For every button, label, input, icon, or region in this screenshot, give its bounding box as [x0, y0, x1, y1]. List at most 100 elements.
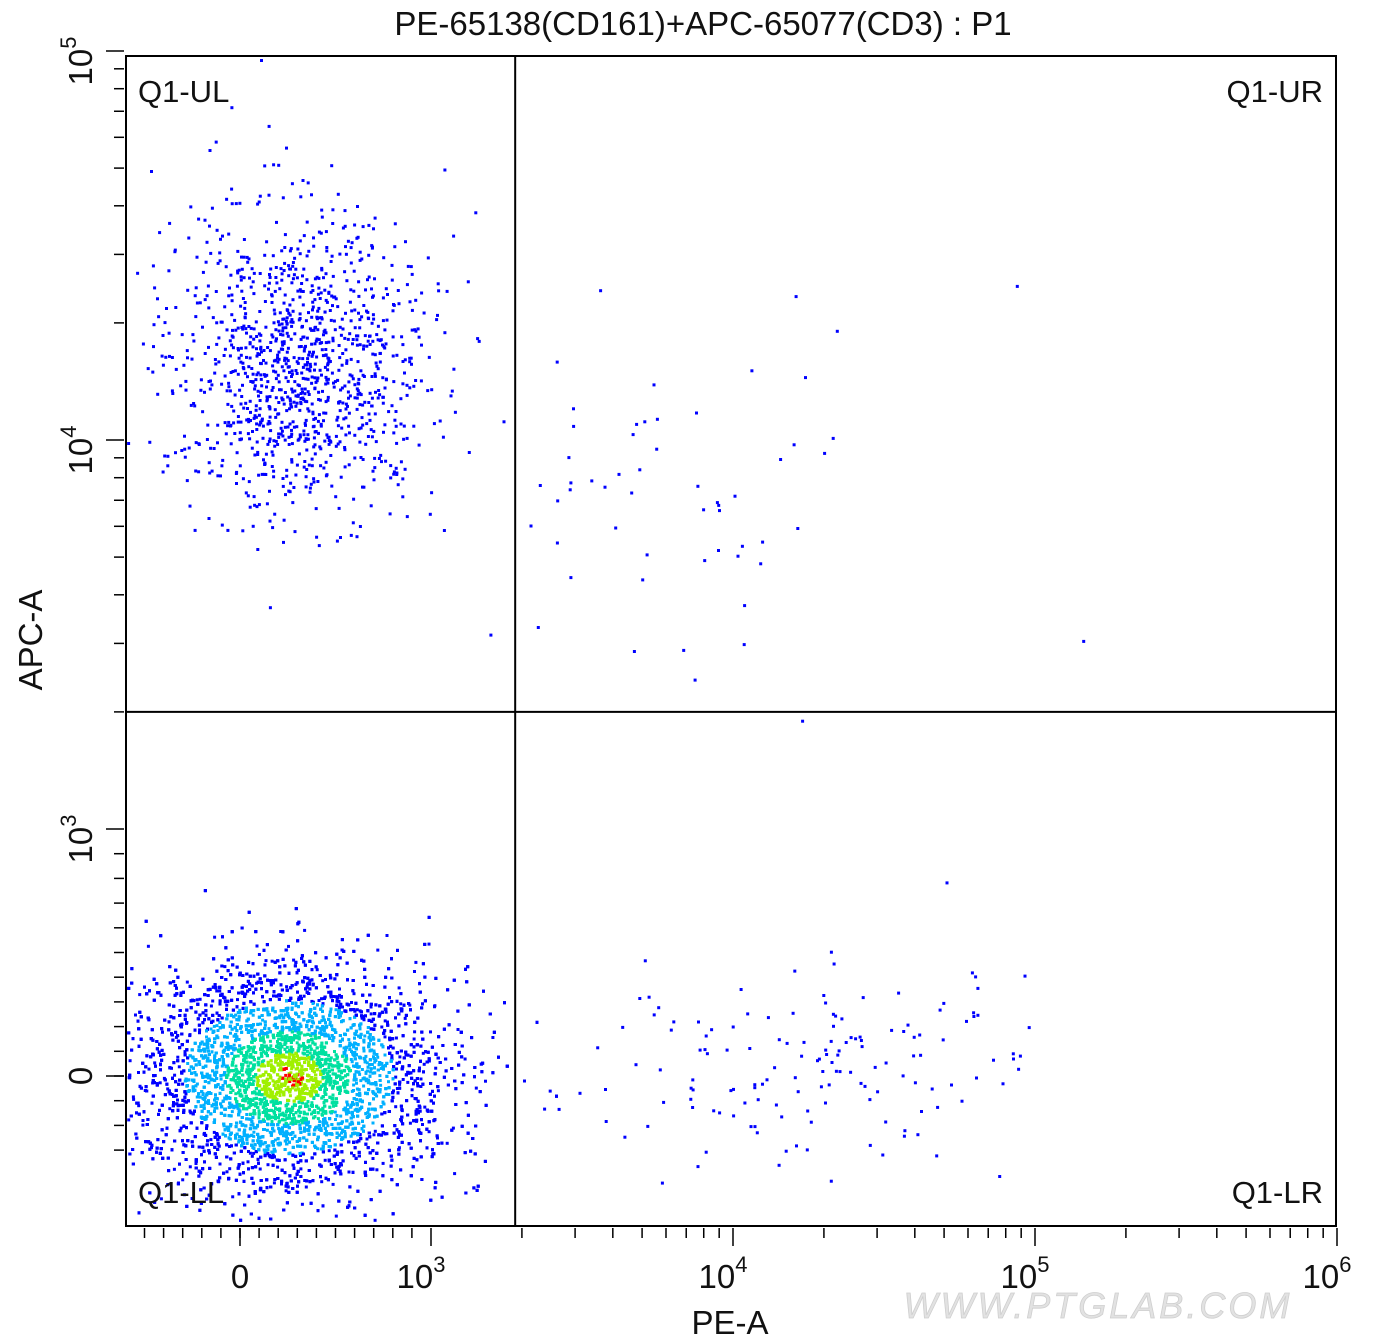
- event-dot: [245, 1087, 249, 1091]
- event-dot: [311, 289, 315, 292]
- event-dot: [322, 466, 326, 470]
- event-dot: [236, 998, 239, 1002]
- event-dot: [317, 306, 321, 310]
- event-dot: [174, 367, 178, 371]
- event-dot: [362, 1084, 366, 1088]
- event-dot: [251, 380, 255, 384]
- event-dot: [285, 985, 289, 989]
- event-dot: [308, 486, 312, 490]
- event-dot: [281, 329, 285, 333]
- event-dot: [280, 272, 284, 276]
- event-dot: [195, 1082, 199, 1086]
- event-dot: [290, 428, 293, 432]
- event-dot: [215, 1103, 218, 1107]
- event-dot: [316, 1117, 320, 1121]
- event-dot: [264, 473, 268, 476]
- event-dot: [167, 331, 171, 335]
- event-dot: [259, 345, 263, 349]
- event-dot: [320, 316, 323, 320]
- event-dot: [417, 443, 421, 447]
- event-dot: [348, 431, 351, 435]
- event-dot: [227, 381, 231, 385]
- event-dot: [213, 358, 217, 361]
- event-dot: [269, 267, 273, 271]
- event-dot: [413, 1030, 417, 1034]
- event-dot: [394, 424, 398, 428]
- event-dot: [327, 357, 331, 361]
- event-dot: [237, 356, 241, 360]
- event-dot: [324, 341, 328, 345]
- event-dot: [249, 285, 253, 289]
- event-dot: [315, 337, 319, 341]
- event-dot: [295, 360, 299, 364]
- event-dot: [251, 1013, 255, 1017]
- event-dot: [304, 1102, 308, 1106]
- event-dot: [278, 1063, 282, 1067]
- event-dot: [236, 271, 240, 275]
- event-dot: [303, 363, 307, 367]
- event-dot: [275, 220, 278, 224]
- event-dot: [290, 1067, 294, 1071]
- event-dot: [397, 302, 401, 306]
- event-dot: [318, 321, 322, 325]
- event-dot: [317, 544, 321, 548]
- event-dot: [310, 315, 314, 319]
- event-dot: [257, 503, 261, 507]
- event-dot: [230, 299, 234, 303]
- event-dot: [282, 301, 286, 305]
- event-dot: [255, 505, 259, 509]
- event-dot: [277, 432, 281, 436]
- event-dot: [453, 1172, 457, 1176]
- event-dots: [127, 59, 1086, 1222]
- event-dot: [285, 1009, 289, 1013]
- event-dot: [302, 994, 306, 998]
- event-dot: [374, 440, 378, 444]
- event-dot: [246, 407, 249, 410]
- event-dot: [194, 315, 198, 319]
- event-dot: [286, 334, 290, 338]
- event-dot: [236, 326, 240, 330]
- event-dot: [334, 297, 338, 301]
- event-dot: [379, 1083, 383, 1087]
- event-dot: [276, 360, 280, 364]
- event-dot: [315, 275, 319, 279]
- event-dot: [327, 990, 331, 994]
- event-dot: [243, 306, 247, 310]
- event-dot: [346, 404, 349, 408]
- event-dot: [356, 205, 359, 208]
- event-dot: [231, 1195, 235, 1199]
- event-dot: [224, 265, 228, 269]
- event-dot: [283, 261, 287, 265]
- event-dot: [331, 339, 335, 343]
- event-dot: [297, 452, 301, 456]
- event-dot: [303, 387, 307, 391]
- event-dot: [225, 1035, 229, 1039]
- event-dot: [271, 364, 275, 368]
- event-dot: [393, 222, 397, 226]
- event-dot: [301, 303, 305, 307]
- event-dot: [381, 319, 385, 323]
- event-dot: [240, 255, 243, 259]
- event-dot: [258, 272, 262, 275]
- event-dot: [249, 335, 253, 339]
- event-dot: [335, 418, 339, 422]
- event-dot: [213, 371, 217, 375]
- event-dot: [279, 432, 283, 436]
- event-dot: [313, 298, 317, 302]
- event-dot: [361, 225, 365, 229]
- event-dot: [443, 331, 447, 335]
- event-dot: [285, 468, 289, 472]
- event-dot: [241, 529, 245, 533]
- event-dot: [295, 372, 299, 375]
- event-dot: [302, 267, 306, 271]
- event-dot: [375, 1087, 379, 1091]
- event-dot: [161, 334, 165, 337]
- event-dot: [207, 306, 211, 310]
- event-dot: [312, 350, 315, 354]
- event-dot: [341, 327, 345, 331]
- event-dot: [341, 352, 345, 355]
- event-dot: [228, 286, 231, 290]
- event-dot: [216, 1036, 220, 1040]
- event-dot: [416, 327, 420, 331]
- event-dot: [380, 460, 383, 464]
